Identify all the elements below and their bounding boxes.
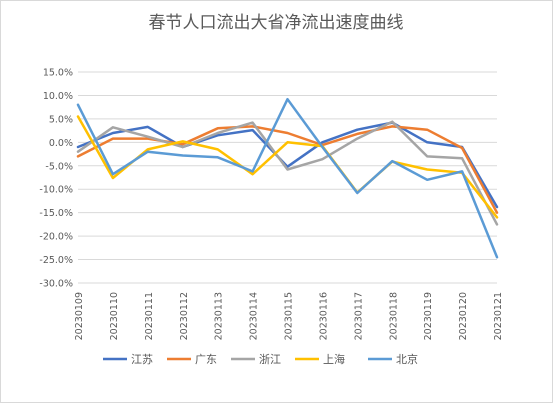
y-tick-label: 15.0%	[43, 68, 73, 79]
series-line-浙江	[76, 120, 499, 226]
x-tick-label: 20230120	[458, 292, 469, 340]
x-tick-label: 20230114	[249, 292, 260, 340]
x-tick-label: 20230117	[353, 292, 364, 340]
y-tick-label: -5.0%	[45, 161, 73, 172]
series-line-广东	[76, 125, 499, 214]
x-tick-label: 20230113	[214, 292, 225, 340]
legend: 江苏 广东 浙江 上海 北京	[103, 352, 418, 366]
x-tick-label: 20230121	[493, 292, 504, 340]
y-tick-label: 0.0%	[49, 138, 73, 149]
x-tick-label: 20230110	[109, 292, 120, 340]
series-line-北京	[76, 97, 499, 259]
series-line-江苏	[76, 121, 499, 209]
y-axis: 15.0% 10.0% 5.0% 0.0% -5.0% -10.0% -15.0% -20.0…	[39, 68, 73, 290]
y-tick-label: -30.0%	[39, 279, 73, 290]
y-tick-label: -25.0%	[39, 255, 73, 266]
series-lines	[76, 97, 499, 259]
y-tick-label: -10.0%	[39, 185, 73, 196]
series-line-上海	[76, 115, 499, 219]
x-tick-label: 20230118	[388, 292, 399, 340]
x-tick-label: 20230119	[423, 292, 434, 340]
y-tick-label: -15.0%	[39, 208, 73, 219]
y-tick-label: -20.0%	[39, 232, 73, 243]
x-tick-label: 20230115	[284, 292, 295, 340]
gridlines	[78, 71, 497, 284]
legend-label: 上海	[323, 352, 345, 366]
x-tick-label: 20230116	[318, 292, 329, 340]
y-tick-label: 10.0%	[43, 91, 73, 102]
legend-label: 浙江	[259, 353, 281, 366]
legend-label: 广东	[195, 353, 217, 366]
x-axis: 20230109 20230110 20230111 20230112 20230113…	[74, 292, 504, 340]
x-tick-label: 20230109	[74, 292, 85, 340]
x-tick-label: 20230111	[144, 292, 155, 340]
chart-title: 春节人口流出大省净流出速度曲线	[149, 13, 404, 33]
y-tick-label: 5.0%	[49, 114, 73, 125]
legend-label: 江苏	[131, 353, 153, 366]
legend-label: 北京	[396, 352, 418, 366]
x-tick-label: 20230112	[179, 292, 190, 340]
